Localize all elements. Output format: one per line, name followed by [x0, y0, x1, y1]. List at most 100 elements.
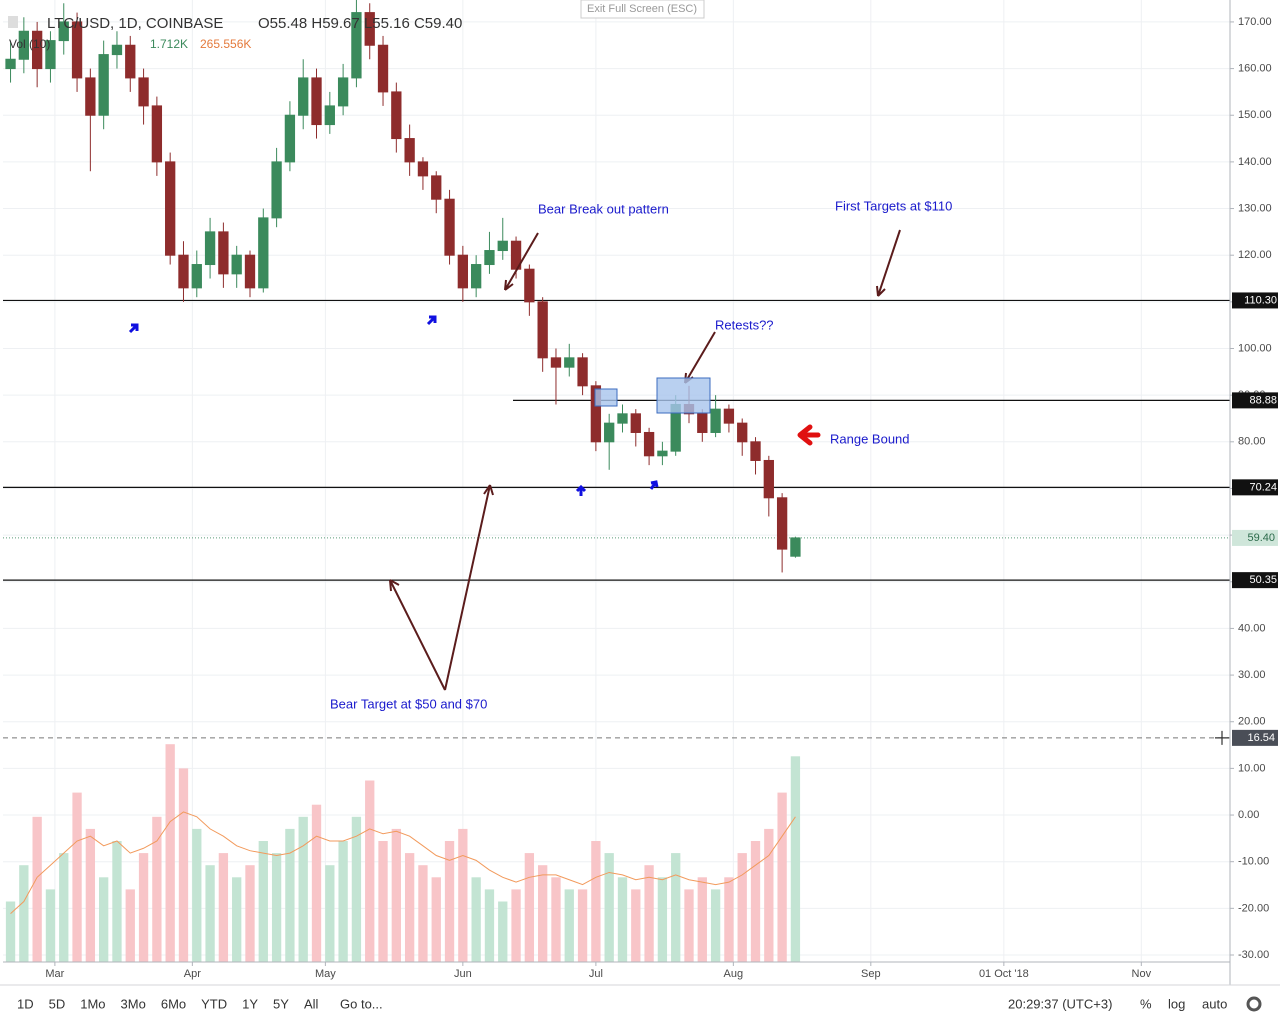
- x-tick-label: Apr: [184, 968, 201, 980]
- volume-bar: [551, 877, 561, 962]
- candle-body: [191, 264, 202, 289]
- candle-body: [404, 138, 415, 163]
- volume-bar: [72, 792, 82, 962]
- candle-body: [111, 44, 123, 56]
- volume-bar: [724, 877, 734, 962]
- volume-bar: [458, 828, 468, 962]
- range-button[interactable]: 1Mo: [80, 996, 105, 1011]
- vol-label: Vol (10): [9, 37, 50, 51]
- clock: 20:29:37 (UTC+3): [1008, 996, 1112, 1011]
- candle-body: [165, 161, 176, 256]
- last-price-box: [1232, 529, 1278, 546]
- volume-bar: [391, 828, 401, 962]
- volume-ma-line: [10, 811, 796, 914]
- candle-body: [457, 254, 469, 289]
- x-tick-label: Jul: [589, 968, 603, 980]
- level-label-box: [1232, 392, 1278, 409]
- annotation-arrows: [389, 229, 901, 691]
- candle-body: [417, 161, 429, 177]
- auto-toggle[interactable]: auto: [1202, 996, 1227, 1011]
- candle-body: [45, 40, 56, 70]
- arrow: [504, 232, 539, 291]
- volume-bar: [378, 841, 388, 962]
- volume-bar: [484, 889, 495, 962]
- candle-body: [271, 161, 282, 219]
- exit-label[interactable]: Exit Full Screen (ESC): [587, 3, 697, 15]
- candle-body: [98, 54, 109, 116]
- candle-body: [351, 12, 362, 79]
- volume-bar: [511, 889, 521, 962]
- candle-body: [550, 357, 562, 368]
- candle-body: [750, 441, 761, 461]
- candle-body: [324, 105, 335, 126]
- blue-arrows: [128, 315, 659, 496]
- icon[interactable]: [8, 16, 18, 28]
- range-button[interactable]: All: [304, 996, 319, 1011]
- volume-bar: [737, 853, 747, 962]
- arrow: [876, 229, 901, 297]
- volume-bar: [697, 877, 707, 962]
- volume-bar: [192, 828, 202, 962]
- candle-body: [337, 77, 349, 107]
- y-tick-label: 170.00: [1238, 16, 1272, 28]
- x-tick-label: May: [315, 968, 336, 980]
- annotation: First Targets at $110: [835, 198, 952, 213]
- volume-bar: [564, 889, 574, 962]
- candle-body: [737, 422, 748, 443]
- y-tick-label: 40.00: [1238, 622, 1266, 634]
- x-tick-label: Nov: [1132, 968, 1152, 980]
- candle-body: [58, 21, 69, 42]
- x-tick-label: 01 Oct '18: [979, 968, 1029, 980]
- candle-body: [284, 114, 296, 163]
- volume-bar: [351, 816, 362, 962]
- candle-body: [5, 58, 16, 70]
- level-label: 88.88: [1249, 394, 1277, 406]
- volume-bar: [710, 889, 721, 962]
- level-label-box: [1232, 479, 1278, 496]
- volume-bar: [125, 889, 135, 962]
- candle-body: [470, 264, 482, 289]
- candle-body: [723, 408, 735, 424]
- goto[interactable]: Go to...: [340, 996, 383, 1011]
- annotation: Bear Break out pattern: [538, 201, 669, 216]
- range-button[interactable]: 5Y: [273, 996, 289, 1011]
- candle-body: [484, 250, 495, 266]
- candle-body: [497, 240, 508, 252]
- volume-bar: [271, 853, 282, 962]
- volume-bar: [790, 756, 801, 962]
- range-button[interactable]: 3Mo: [121, 996, 146, 1011]
- volume-bar: [657, 877, 668, 962]
- volume-bar: [404, 853, 415, 962]
- exit-button[interactable]: [580, 0, 705, 19]
- candle-body: [697, 413, 708, 433]
- y-tick-label: 30.00: [1238, 669, 1266, 681]
- volume-bar: [45, 889, 56, 962]
- volume-bar: [85, 828, 96, 962]
- volume-bar: [617, 877, 628, 962]
- percent-toggle[interactable]: %: [1140, 996, 1152, 1011]
- volume-bar: [591, 841, 601, 962]
- range-button[interactable]: 6Mo: [161, 996, 186, 1011]
- y-tick-label: -10.00: [1238, 856, 1269, 868]
- volume-bar: [325, 865, 335, 962]
- settings-icon[interactable]: [1246, 996, 1262, 1012]
- candle-body: [577, 357, 588, 387]
- symbol: LTC/USD, 1D, COINBASE: [47, 15, 223, 32]
- volume-bar: [764, 828, 774, 962]
- y-tick-label: 80.00: [1238, 436, 1266, 448]
- range-button[interactable]: 1D: [17, 996, 34, 1011]
- log-toggle[interactable]: log: [1168, 996, 1185, 1011]
- volume-bar: [498, 901, 508, 962]
- candle-body: [364, 12, 375, 46]
- range-button[interactable]: 1Y: [242, 996, 258, 1011]
- blue-arrow: [649, 480, 659, 490]
- range-button[interactable]: YTD: [201, 996, 227, 1011]
- vol-value: 1.712K: [150, 37, 188, 51]
- volume-bar: [205, 865, 215, 962]
- level-label-box: [1232, 572, 1278, 589]
- range-button[interactable]: 5D: [49, 996, 66, 1011]
- retest-box: [656, 377, 711, 414]
- vol-ma-value: 265.556K: [200, 37, 251, 51]
